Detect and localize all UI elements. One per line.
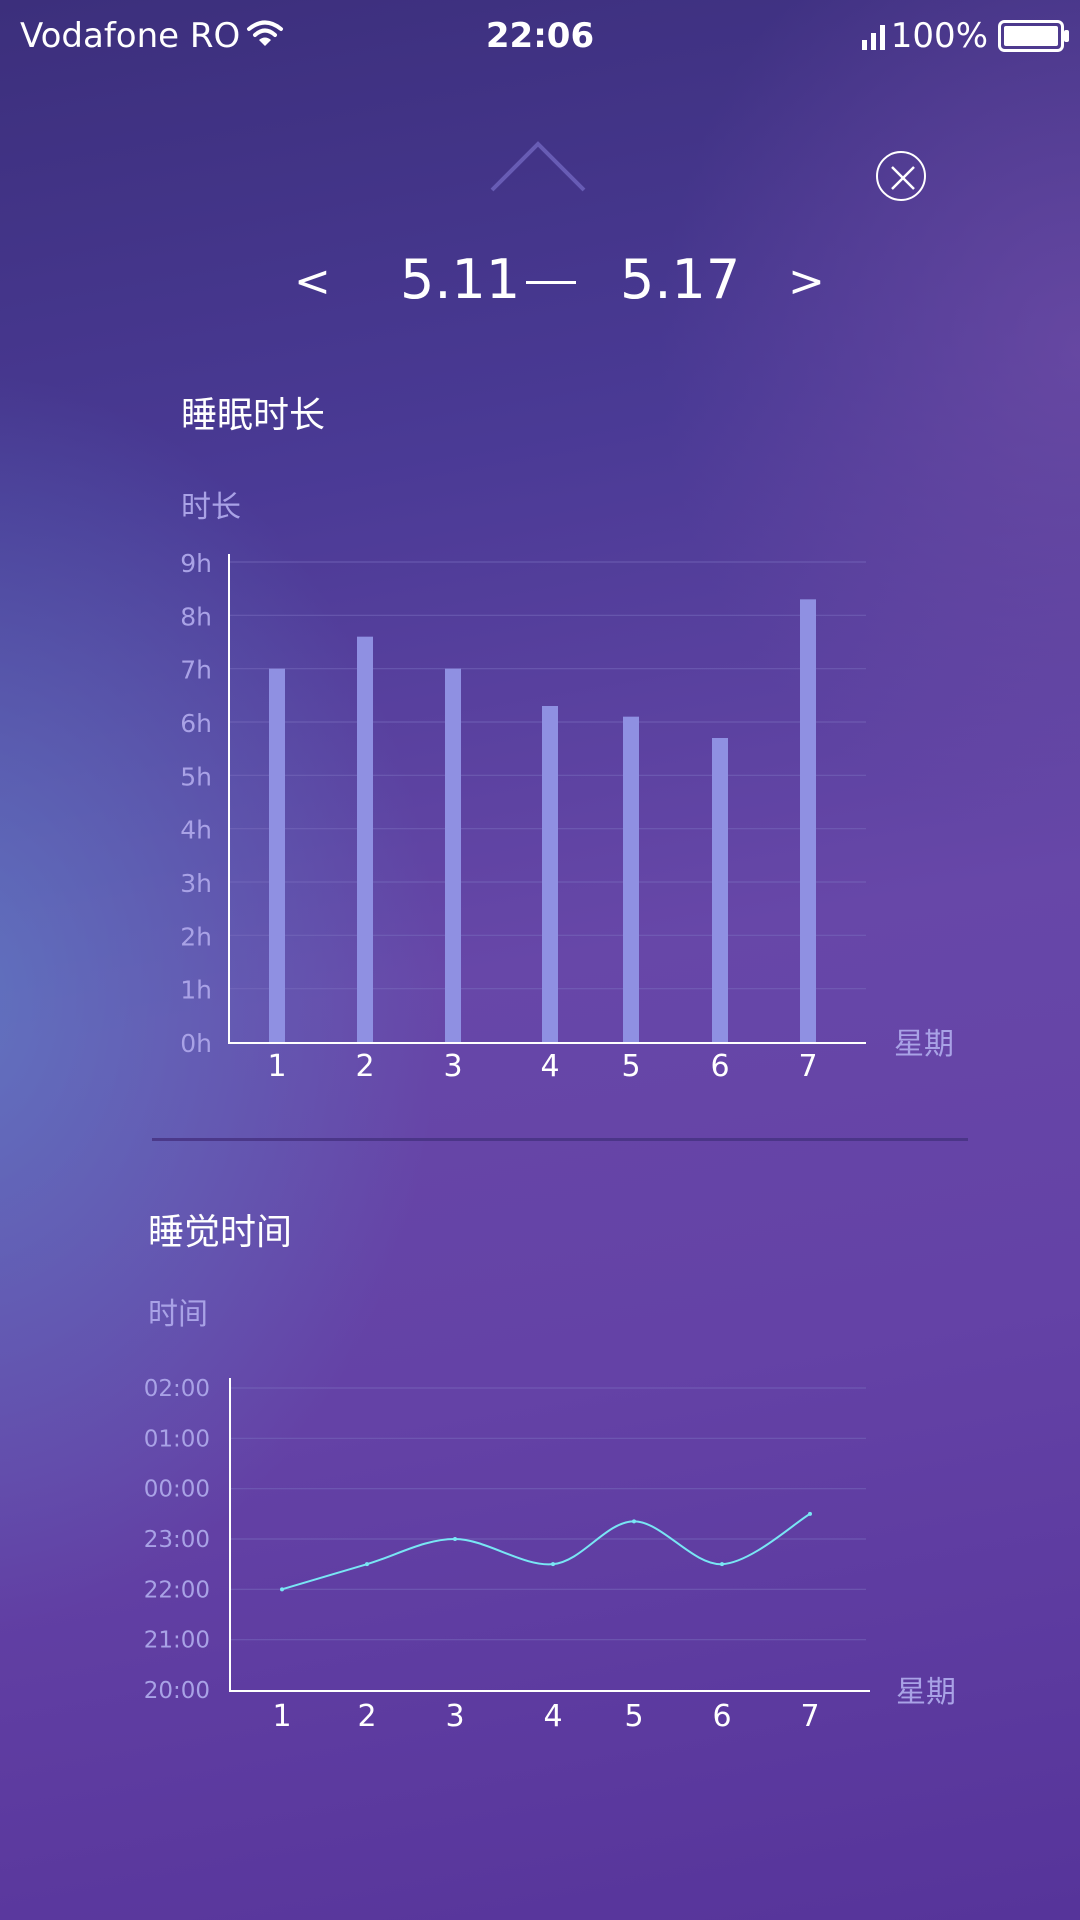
y-tick-label: 20:00: [144, 1678, 210, 1704]
x-tick-label: 2: [355, 1049, 374, 1084]
y-tick-label: 7h: [180, 656, 212, 685]
battery-icon: [998, 20, 1069, 52]
sleep-duration-bar-chart: 0h 1h 2h 3h 4h 5h 6h 7h 8h 9h 1 2 3 4 5 6 7 星期: [180, 549, 954, 1084]
start-date: 5.11: [400, 248, 521, 311]
y-tick-label: 00:00: [144, 1477, 210, 1503]
x-tick-label: 5: [621, 1049, 640, 1084]
x-axis-title: 星期: [894, 1027, 954, 1062]
x-tick-label: 5: [624, 1699, 643, 1734]
close-icon: [891, 166, 915, 190]
bar-day-7: [800, 599, 816, 1042]
x-tick-label: 4: [540, 1049, 559, 1084]
x-tick-label: 4: [543, 1699, 562, 1734]
bedtime-point-day-3: [453, 1537, 457, 1541]
x-tick-label: 7: [798, 1049, 817, 1084]
y-tick-label: 6h: [180, 709, 212, 738]
bar-day-2: [357, 636, 373, 1042]
bedtime-point-day-5: [632, 1519, 636, 1524]
bar-day-3: [445, 668, 461, 1042]
duration-y-axis-caption: 时长: [181, 490, 241, 525]
y-tick-label: 22:00: [144, 1577, 210, 1603]
status-bar: Vodafone RO 22:06 100%: [0, 0, 1080, 72]
bedtime-point-day-6: [720, 1562, 724, 1567]
y-tick-label: 23:00: [144, 1527, 210, 1553]
bedtime-series-line: [281, 1512, 811, 1591]
x-axis-title: 星期: [896, 1675, 956, 1710]
bedtime-line-chart: 20:00 21:00 22:00 23:00 00:00 01:00 02:00 1 2 3 4 5…: [144, 1376, 956, 1734]
x-tick-label: 3: [443, 1049, 462, 1084]
y-tick-label: 4h: [180, 816, 212, 845]
bar-day-6: [712, 738, 728, 1042]
collapse-chevron-icon[interactable]: [488, 138, 588, 194]
x-tick-label: 7: [800, 1699, 819, 1734]
x-tick-label: 6: [712, 1699, 731, 1734]
battery-percentage: 100%: [890, 16, 988, 56]
date-range-dash: [526, 281, 576, 284]
x-tick-label: 1: [272, 1699, 291, 1734]
bedtime-point-day-4: [551, 1562, 555, 1567]
y-tick-label: 01:00: [144, 1426, 210, 1452]
y-tick-label: 2h: [180, 922, 212, 951]
bar-day-5: [623, 716, 639, 1042]
section-divider: [152, 1138, 968, 1141]
wifi-icon: [247, 20, 283, 46]
x-tick-label: 3: [445, 1699, 464, 1734]
bedtime-point-day-1: [280, 1587, 284, 1592]
signal-icon: [862, 25, 885, 50]
y-tick-label: 1h: [180, 976, 212, 1005]
y-tick-label: 21:00: [144, 1628, 210, 1654]
prev-week-button[interactable]: <: [294, 256, 331, 307]
x-tick-label: 1: [267, 1049, 286, 1084]
y-tick-label: 5h: [180, 762, 212, 791]
y-tick-label: 3h: [180, 869, 212, 898]
end-date: 5.17: [620, 248, 741, 311]
y-tick-label: 0h: [180, 1029, 212, 1058]
duration-chart-title: 睡眠时长: [181, 395, 326, 436]
y-tick-label: 02:00: [144, 1376, 210, 1402]
clock: 22:06: [485, 16, 595, 56]
carrier-name: Vodafone RO: [20, 16, 241, 56]
bedtime-point-day-2: [365, 1562, 369, 1567]
bar-day-4: [542, 706, 558, 1042]
bar-day-1: [269, 668, 285, 1042]
close-button[interactable]: [876, 151, 926, 201]
bedtime-point-day-7: [808, 1511, 812, 1516]
x-tick-label: 6: [710, 1049, 729, 1084]
y-tick-label: 9h: [180, 549, 212, 578]
y-tick-label: 8h: [180, 602, 212, 631]
next-week-button[interactable]: >: [788, 256, 825, 307]
x-tick-label: 2: [357, 1699, 376, 1734]
bedtime-chart-title: 睡觉时间: [148, 1212, 293, 1253]
bedtime-y-axis-caption: 时间: [148, 1297, 208, 1332]
